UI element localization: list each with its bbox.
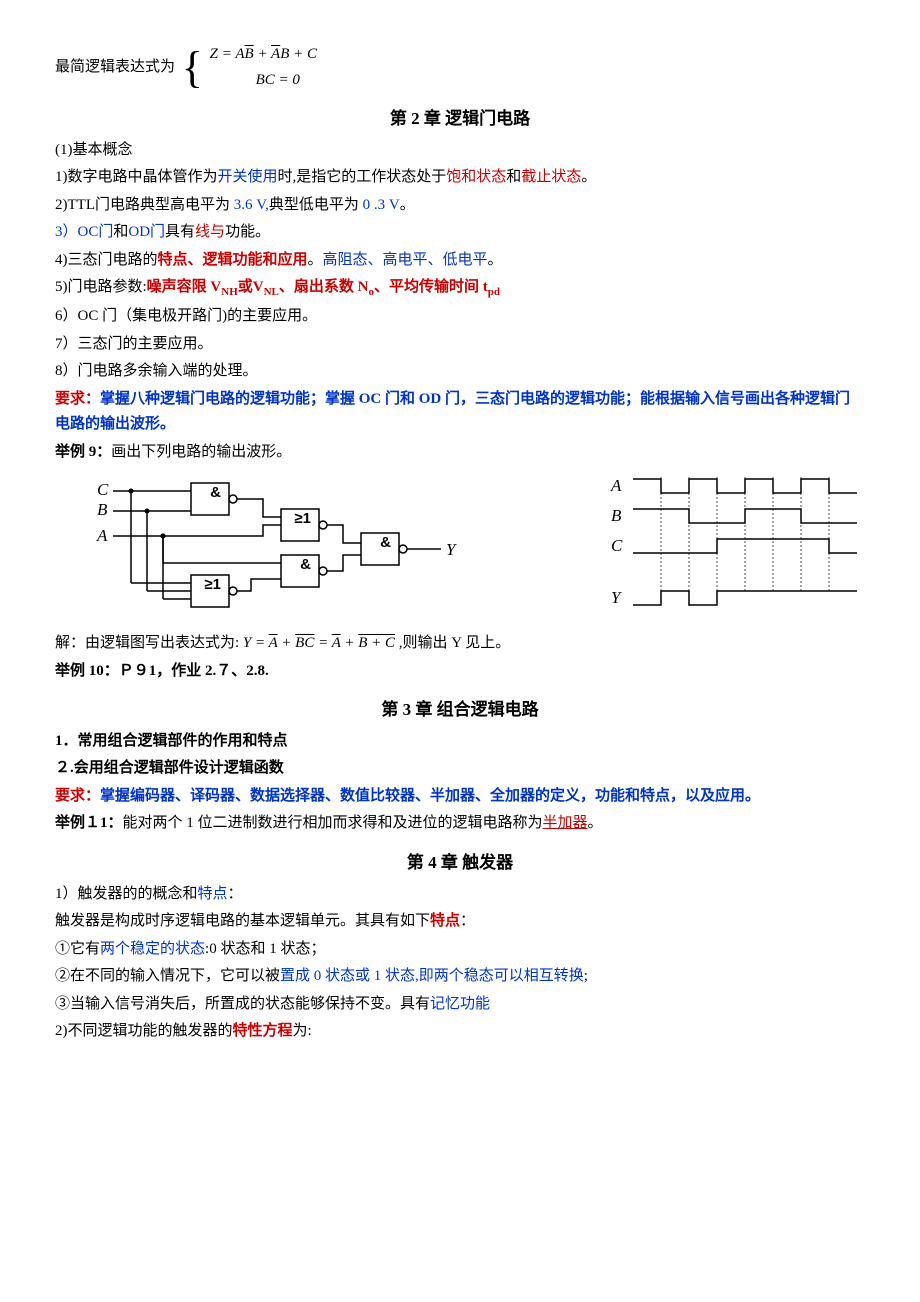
ch4-line-3: ①它有两个稳定的状态:0 状态和 1 状态； xyxy=(55,937,865,963)
ch4-line-6: 2)不同逻辑功能的触发器的特性方程为: xyxy=(55,1019,865,1045)
chapter-3-title: 第 3 章 组合逻辑电路 xyxy=(55,696,865,725)
line-1: 1)数字电路中晶体管作为开关使用时,是指它的工作状态处于饱和状态和截止状态。 xyxy=(55,165,865,191)
ch4-line-5: ③当输入信号消失后，所置成的状态能够保持不变。具有记忆功能 xyxy=(55,992,865,1018)
formula-row: 最简逻辑表达式为 { Z = AB + AB + C BC = 0 xyxy=(55,42,865,93)
chapter-4-title: 第 4 章 触发器 xyxy=(55,849,865,878)
line-4: 4)三态门电路的特点、逻辑功能和应用。高阻态、高电平、低电平。 xyxy=(55,248,865,274)
svg-text:≥1: ≥1 xyxy=(204,576,221,593)
svg-text:≥1: ≥1 xyxy=(294,510,311,527)
brace-icon: { xyxy=(182,50,203,85)
line-3: 3）OC门和OD门具有线与功能。 xyxy=(55,220,865,246)
logic-circuit-diagram: CBA & ≥1 ≥1 & & Y xyxy=(91,473,471,623)
ch3-line-1: 1．常用组合逻辑部件的作用和特点 xyxy=(55,729,865,755)
example-10: 举例 10：Ｐ９1，作业 2.７、2.8. xyxy=(55,659,865,685)
example-11: 举例１1：能对两个 1 位二进制数进行相加而求得和及进位的逻辑电路称为半加器。 xyxy=(55,811,865,837)
formula-block: Z = AB + AB + C BC = 0 xyxy=(210,42,317,93)
ch4-line-4: ②在不同的输入情况下，它可以被置成 0 状态或 1 状态,即两个稳态可以相互转换… xyxy=(55,964,865,990)
line-6: 6）OC 门（集电极开路门)的主要应用。 xyxy=(55,304,865,330)
svg-text:Y: Y xyxy=(446,540,457,559)
line-7: 7）三态门的主要应用。 xyxy=(55,332,865,358)
diagram-row: CBA&≥1≥1&&Y ABCY xyxy=(91,473,865,623)
chapter-2-title: 第 2 章 逻辑门电路 xyxy=(55,105,865,134)
solution-line: 解：由逻辑图写出表达式为: Y = A + BC = A + B + C ,则输… xyxy=(55,631,865,657)
eq1: Z = AB + AB + C xyxy=(210,46,317,62)
ch4-line-2: 触发器是构成时序逻辑电路的基本逻辑单元。其具有如下特点： xyxy=(55,909,865,935)
ch3-line-2: ２.会用组合逻辑部件设计逻辑函数 xyxy=(55,756,865,782)
ch4-line-1: 1）触发器的的概念和特点： xyxy=(55,882,865,908)
solution-formula: Y = A + BC = A + B + C xyxy=(243,635,399,651)
requirement-2: 要求：掌握八种逻辑门电路的逻辑功能；掌握 OC 门和 OD 门，三态门电路的逻辑… xyxy=(55,387,865,438)
waveform-diagram: ABC Y xyxy=(605,473,865,623)
svg-text:A: A xyxy=(610,476,622,495)
line-8: 8）门电路多余输入端的处理。 xyxy=(55,359,865,385)
formula-prefix: 最简逻辑表达式为 xyxy=(55,59,175,75)
svg-text:C: C xyxy=(611,536,623,555)
line-5: 5)门电路参数:噪声容限 VNH或VNL、扇出系数 No、平均传输时间 tpd xyxy=(55,275,865,302)
svg-text:Y: Y xyxy=(611,588,622,607)
svg-text:&: & xyxy=(210,484,221,501)
section-1: (1)基本概念 xyxy=(55,138,865,164)
svg-text:A: A xyxy=(96,526,108,545)
line-2: 2)TTL门电路典型高电平为 3.6 V,典型低电平为 0 .3 V。 xyxy=(55,193,865,219)
svg-text:&: & xyxy=(380,534,391,551)
requirement-3: 要求：掌握编码器、译码器、数据选择器、数值比较器、半加器、全加器的定义，功能和特… xyxy=(55,784,865,810)
svg-text:B: B xyxy=(97,500,108,519)
example-9: 举例 9：画出下列电路的输出波形。 xyxy=(55,440,865,466)
svg-text:C: C xyxy=(97,480,109,499)
svg-text:&: & xyxy=(300,556,311,573)
svg-text:B: B xyxy=(611,506,622,525)
eq2: BC = 0 xyxy=(210,72,300,88)
